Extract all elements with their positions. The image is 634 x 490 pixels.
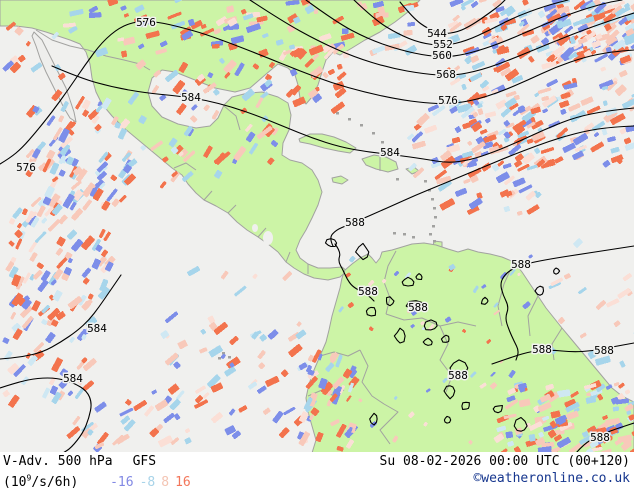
contour-label-588: 588 xyxy=(511,258,531,271)
contour-label-576: 576 xyxy=(136,16,156,29)
contour-label-588: 588 xyxy=(590,431,610,444)
contour-label-568: 568 xyxy=(436,68,456,81)
legend-right: Su 08-02-2026 00:00 UTC (00+120) ©weathe… xyxy=(380,452,634,490)
product-label: V-Adv. 500 hPa xyxy=(3,454,113,469)
scale-pos16: 16 xyxy=(175,475,191,490)
copyright-label: ©weatheronline.co.uk xyxy=(473,471,630,486)
contour-label-576: 576 xyxy=(16,161,36,174)
contour-label-584: 584 xyxy=(87,322,107,335)
contour-label-588: 588 xyxy=(448,369,468,382)
model-label: GFS xyxy=(132,454,157,469)
color-scale: -16 -8 8 16 xyxy=(110,475,197,490)
contour-label-584: 584 xyxy=(181,91,201,104)
contour-label-560: 560 xyxy=(432,49,452,62)
contour-label-588: 588 xyxy=(358,285,378,298)
contour-label-584: 584 xyxy=(380,146,400,159)
contour-label-588: 588 xyxy=(532,343,552,356)
scale-neg16: -16 xyxy=(110,475,134,490)
legend-bar: V-Adv. 500 hPa GFS (109/s/6h) -16 -8 8 16 Su… xyxy=(0,452,634,490)
contour-label-584: 584 xyxy=(63,372,83,385)
scale-neg8: -8 xyxy=(139,475,156,490)
contour-label-576: 576 xyxy=(438,94,458,107)
contour-label-588: 588 xyxy=(345,216,365,229)
units-label: (109/s/6h) xyxy=(3,474,79,490)
contour-label-588: 588 xyxy=(408,301,428,314)
scale-pos8: 8 xyxy=(161,475,170,490)
contour-label-552: 552 xyxy=(433,38,453,51)
contour-label-544: 544 xyxy=(427,27,447,40)
datetime-label: Su 08-02-2026 00:00 UTC (00+120) xyxy=(379,454,630,469)
legend-left: V-Adv. 500 hPa GFS (109/s/6h) -16 -8 8 16 xyxy=(0,452,197,490)
contour-label-588: 588 xyxy=(594,344,614,357)
